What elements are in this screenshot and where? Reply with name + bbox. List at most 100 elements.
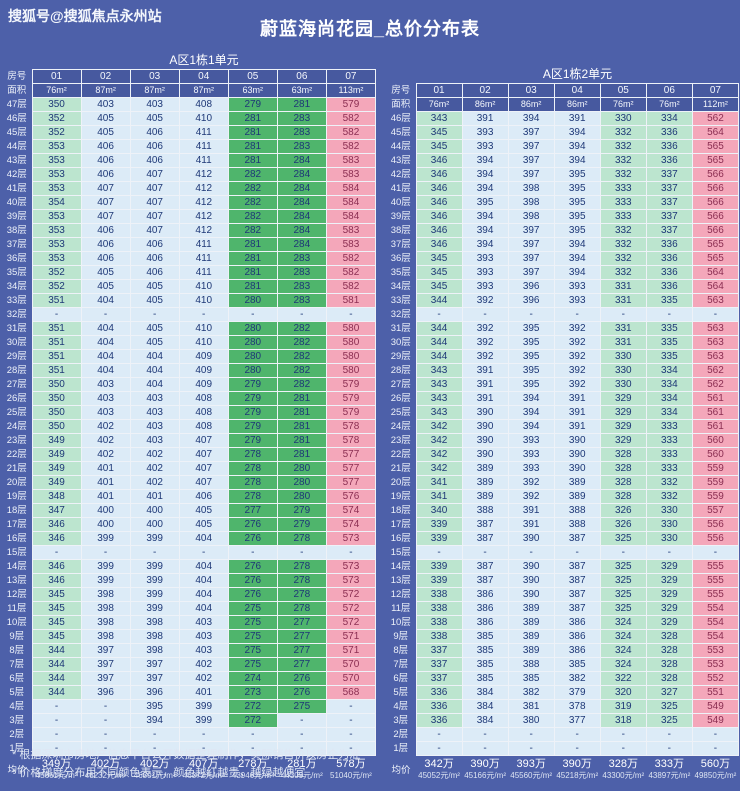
price-cell: 551 <box>691 685 740 700</box>
price-cell: - <box>645 545 693 560</box>
price-cell: 561 <box>691 391 740 406</box>
floor-label: 39层 <box>6 211 27 222</box>
price-cell: 392 <box>461 335 509 350</box>
price-cell: 387 <box>553 531 601 546</box>
price-cell: 582 <box>325 265 377 280</box>
price-cell: 394 <box>553 265 601 280</box>
price-cell: 328 <box>645 629 693 644</box>
price-cell: 403 <box>178 643 229 658</box>
price-cell: 284 <box>276 223 327 238</box>
price-cell: 564 <box>691 279 740 294</box>
price-cell: 338 <box>415 615 463 630</box>
price-cell: 350 <box>31 391 82 406</box>
avg-row: 均价 342万 45052元/m² 390万 45166元/m² 393万 45560元/m… <box>386 756 739 786</box>
avg-price-cell: 342万 45052元/m² <box>416 756 462 786</box>
price-cell: 407 <box>178 475 229 490</box>
table-row: 14层 339 387 390 387 325 329 555 <box>386 559 740 574</box>
price-cell: 328 <box>599 475 647 490</box>
table-row: 26层 343 391 394 391 329 334 561 <box>386 391 740 406</box>
avg-price-cell: 328万 43300元/m² <box>600 756 646 786</box>
price-cell: 331 <box>599 321 647 336</box>
price-grid: 房号 01 02 03 04 05 06 07 面积 76m² 87m² 87m² 87m² 63m² 63… <box>2 69 377 786</box>
price-cell: 395 <box>553 209 601 224</box>
price-cell: 275 <box>227 615 278 630</box>
price-cell: - <box>276 307 327 322</box>
price-cell: 385 <box>461 657 509 672</box>
room-number-row: 房号 01 02 03 04 05 06 07 <box>2 69 377 84</box>
table-row: 27层 350 403 404 409 279 282 579 <box>2 377 377 392</box>
price-cell: 394 <box>553 251 601 266</box>
price-cell: 330 <box>599 377 647 392</box>
price-cell: 391 <box>553 111 601 126</box>
price-cell: 391 <box>507 503 555 518</box>
avg-unit-price: 46872元/m² <box>182 771 225 780</box>
room-number-row: 房号 01 02 03 04 05 06 07 <box>386 83 740 98</box>
price-cell: 583 <box>325 237 377 252</box>
price-cell: - <box>31 741 82 756</box>
price-cell: 390 <box>507 587 555 602</box>
price-cell: 579 <box>325 391 377 406</box>
floor-label: 4层 <box>9 701 25 712</box>
room-number-header: 01 <box>31 69 82 84</box>
price-table-unit-1: A区1栋1单元 房号 01 02 03 04 05 06 07 面积 76m² 87m² 87m² 87… <box>2 52 377 786</box>
floor-label: 10层 <box>6 617 27 628</box>
price-cell: 339 <box>415 517 463 532</box>
price-cell: 283 <box>276 251 327 266</box>
price-cell: - <box>227 307 278 322</box>
price-cell: 278 <box>227 489 278 504</box>
price-cell: - <box>415 741 463 756</box>
price-cell: 331 <box>599 293 647 308</box>
avg-price-cell: 281万 44309元/m² <box>277 756 326 786</box>
avg-row-label: 均价 <box>7 765 27 776</box>
price-cell: 408 <box>178 97 229 112</box>
price-cell: 329 <box>645 587 693 602</box>
price-cell: 400 <box>129 503 180 518</box>
price-cell: 279 <box>227 433 278 448</box>
table-row: 19层 348 401 401 406 278 280 576 <box>2 489 377 504</box>
price-cell: 397 <box>507 223 555 238</box>
price-cell: 584 <box>325 195 377 210</box>
price-cell: 406 <box>129 237 180 252</box>
price-cell: 397 <box>129 657 180 672</box>
price-cell: 563 <box>691 293 740 308</box>
price-cell: 392 <box>553 363 601 378</box>
price-cell: 393 <box>461 125 509 140</box>
floor-label: 12层 <box>6 589 27 600</box>
price-cell: 339 <box>415 573 463 588</box>
price-cell: 387 <box>553 587 601 602</box>
room-number-header: 03 <box>507 83 555 98</box>
table-row: 1层 - - - - - - - <box>2 741 377 756</box>
price-cell: 386 <box>553 643 601 658</box>
price-cell: 385 <box>461 629 509 644</box>
price-cell: 399 <box>80 531 131 546</box>
price-cell: 345 <box>31 601 82 616</box>
floor-label: 33层 <box>390 295 411 306</box>
avg-unit-price: 49850元/m² <box>694 771 737 780</box>
price-cell: 275 <box>227 657 278 672</box>
price-cell: 389 <box>461 489 509 504</box>
floor-label: 47层 <box>6 99 27 110</box>
price-cell: 353 <box>31 251 82 266</box>
price-cell: 277 <box>227 503 278 518</box>
price-cell: 392 <box>553 321 601 336</box>
price-cell: 406 <box>129 139 180 154</box>
price-cell: 322 <box>599 671 647 686</box>
floor-label: 35层 <box>390 267 411 278</box>
price-cell: 278 <box>227 475 278 490</box>
price-cell: 579 <box>325 97 377 112</box>
price-cell: 580 <box>325 363 377 378</box>
price-cell: 336 <box>645 237 693 252</box>
floor-label: 11层 <box>7 603 27 614</box>
price-cell: 351 <box>31 363 82 378</box>
price-cell: 324 <box>599 657 647 672</box>
price-cell: 333 <box>645 447 693 462</box>
price-cell: 387 <box>461 559 509 574</box>
price-cell: 411 <box>178 125 229 140</box>
price-cell: - <box>178 727 229 742</box>
price-cell: 283 <box>276 125 327 140</box>
price-cell: 337 <box>415 643 463 658</box>
area-header: 112m² <box>691 97 740 112</box>
price-cell: 394 <box>461 181 509 196</box>
price-cell: 346 <box>415 209 463 224</box>
price-cell: 392 <box>553 349 601 364</box>
